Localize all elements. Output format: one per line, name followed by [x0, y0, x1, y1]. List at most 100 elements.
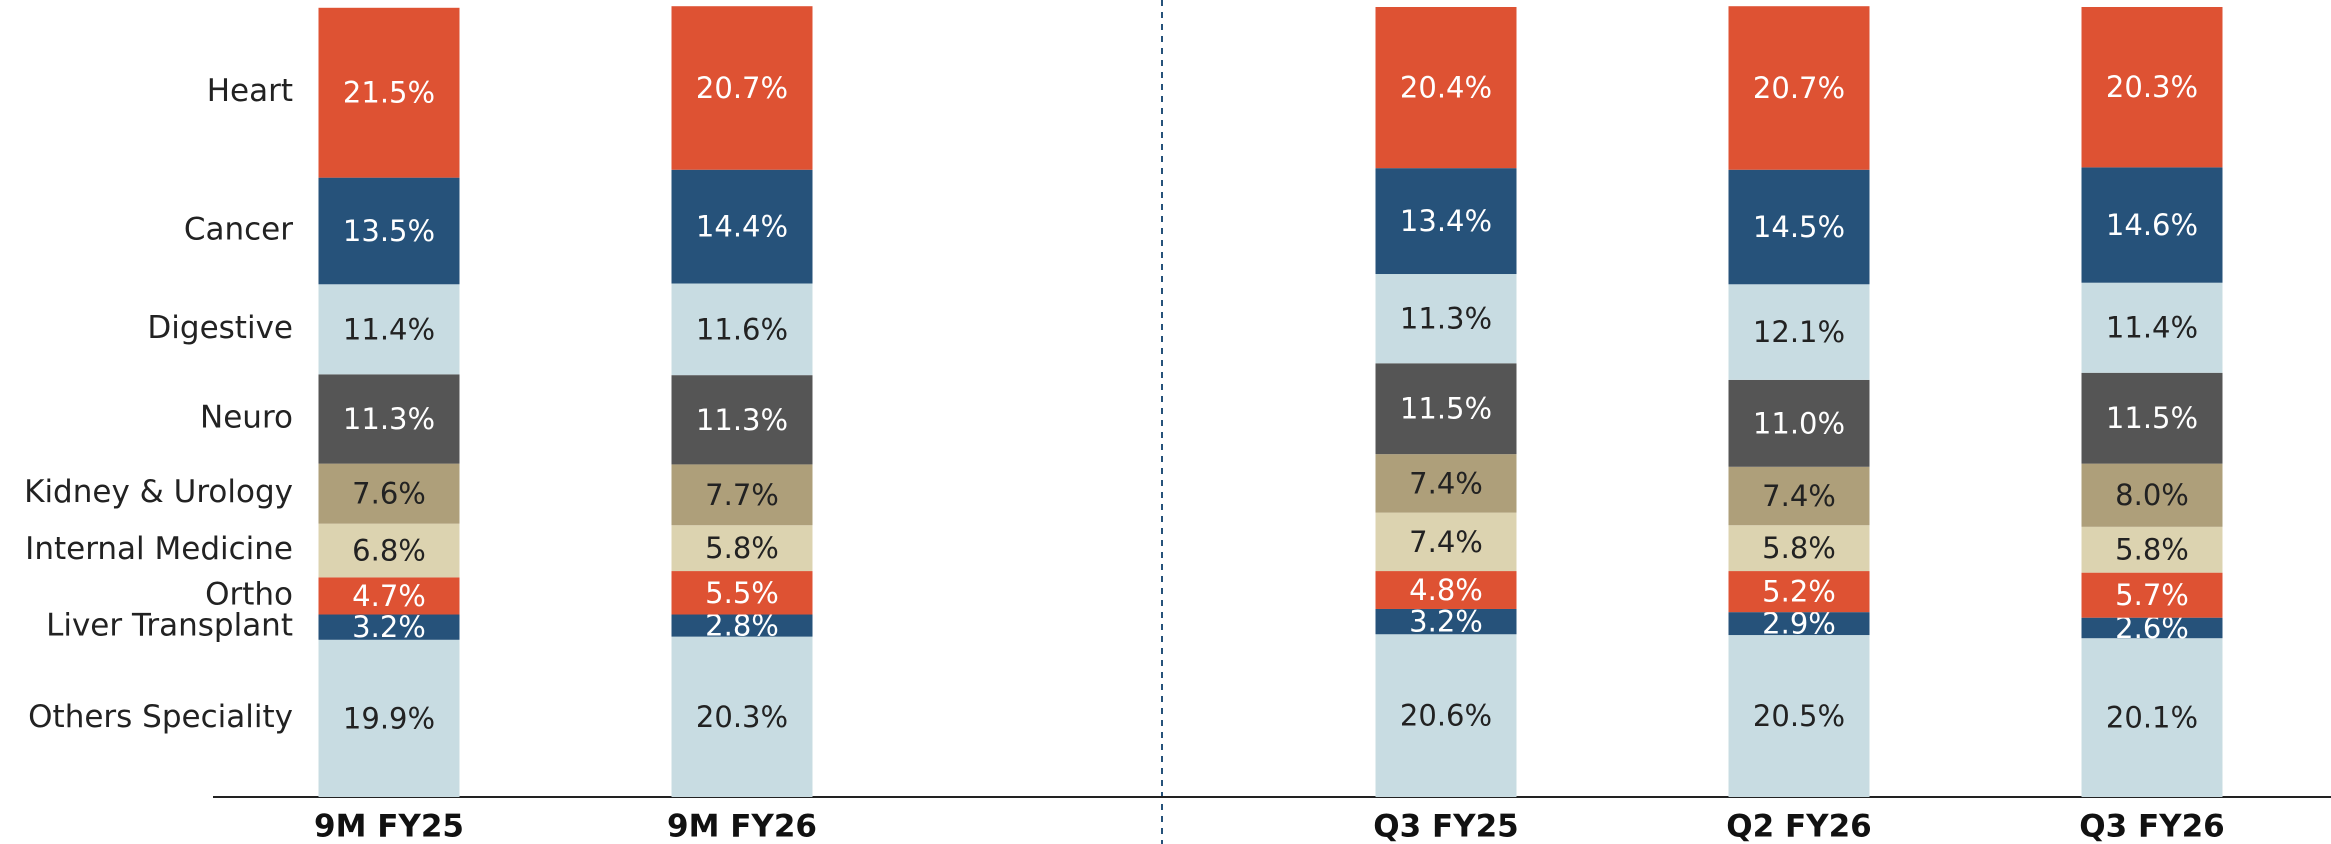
value-label: 13.5%: [343, 214, 435, 248]
bar-segment: [2081, 372, 2223, 464]
value-label: 11.3%: [696, 403, 788, 437]
value-label: 3.2%: [352, 610, 426, 644]
bar-segment: [2081, 638, 2223, 797]
bar-segment: [671, 6, 813, 170]
bar-segment: [1375, 363, 1517, 455]
value-label: 12.1%: [1753, 315, 1845, 349]
bar-segment: [671, 614, 813, 637]
bar-segment: [318, 639, 460, 797]
bar-segment: [1728, 571, 1870, 613]
value-label: 20.4%: [1400, 71, 1492, 105]
bar-segment: [1375, 512, 1517, 572]
series-label: Kidney & Urology: [24, 474, 293, 510]
value-label: 7.4%: [1409, 466, 1483, 500]
value-label: 14.6%: [2106, 208, 2198, 242]
bar-segment: [1375, 571, 1517, 609]
bar-segment: [318, 177, 460, 285]
value-label: 14.5%: [1753, 210, 1845, 244]
series-label: Neuro: [200, 399, 293, 435]
value-label: 5.7%: [2115, 578, 2189, 612]
series-label: Others Speciality: [28, 699, 293, 735]
bar-segment: [318, 463, 460, 524]
value-label: 7.4%: [1762, 479, 1836, 513]
series-label: Digestive: [147, 310, 293, 346]
bar-segment: [671, 283, 813, 376]
bar-segment: [1728, 6, 1870, 170]
bar-segment: [1375, 454, 1517, 513]
x-tick-label: 9M FY25: [314, 809, 464, 844]
bar-segment: [1728, 635, 1870, 797]
bar-segment: [1375, 168, 1517, 275]
value-label: 4.7%: [352, 579, 426, 613]
value-label: 5.8%: [1762, 531, 1836, 565]
x-tick-label: 9M FY26: [667, 809, 817, 844]
bar-segment: [1728, 612, 1870, 636]
value-label: 11.3%: [343, 402, 435, 436]
value-label: 20.5%: [1753, 699, 1845, 733]
value-label: 11.4%: [343, 312, 435, 346]
value-label: 4.8%: [1409, 573, 1483, 607]
value-label: 3.2%: [1409, 605, 1483, 639]
bar-segment: [671, 525, 813, 572]
bar-segment: [318, 577, 460, 615]
bar-segment: [318, 614, 460, 640]
bar-segment: [318, 523, 460, 578]
value-label: 5.8%: [2115, 533, 2189, 567]
bar-segment: [1728, 466, 1870, 526]
bar-segment: [2081, 282, 2223, 373]
bar-segment: [1375, 274, 1517, 364]
bar-segment: [1728, 379, 1870, 467]
bar-segment: [671, 375, 813, 465]
x-tick-label: Q2 FY26: [1726, 809, 1871, 844]
bar-segment: [2081, 526, 2223, 573]
value-label: 5.8%: [705, 531, 779, 565]
value-label: 19.9%: [343, 701, 435, 735]
value-label: 11.5%: [1400, 392, 1492, 426]
bar-segment: [2081, 572, 2223, 618]
value-label: 11.0%: [1753, 406, 1845, 440]
value-label: 7.7%: [705, 478, 779, 512]
value-label: 21.5%: [343, 76, 435, 110]
value-label: 5.2%: [1762, 575, 1836, 609]
value-label: 11.5%: [2106, 401, 2198, 435]
series-label: Heart: [207, 73, 293, 109]
value-label: 20.1%: [2106, 701, 2198, 735]
bar-segment: [671, 636, 813, 797]
x-tick-label: Q3 FY25: [1373, 809, 1518, 844]
series-label: Cancer: [184, 211, 293, 247]
bar-segment: [671, 169, 813, 284]
value-label: 20.3%: [2106, 70, 2198, 104]
series-label: Ortho: [205, 576, 293, 612]
value-label: 2.9%: [1762, 607, 1836, 641]
bar-segment: [318, 374, 460, 464]
bar-segment: [318, 284, 460, 375]
series-label: Internal Medicine: [25, 531, 293, 567]
bar-segment: [1375, 7, 1517, 169]
value-label: 7.6%: [352, 477, 426, 511]
bar-segment: [318, 7, 460, 178]
value-label: 20.7%: [1753, 71, 1845, 105]
bar-segment: [1728, 169, 1870, 285]
x-tick-label: Q3 FY26: [2079, 809, 2224, 844]
bar-segment: [671, 571, 813, 615]
bar-segment: [1728, 525, 1870, 572]
bar-segment: [1728, 284, 1870, 380]
value-label: 7.4%: [1409, 525, 1483, 559]
bar-segment: [1375, 634, 1517, 797]
value-label: 14.4%: [696, 210, 788, 244]
bar-segment: [671, 464, 813, 526]
value-label: 20.6%: [1400, 699, 1492, 733]
value-label: 11.4%: [2106, 311, 2198, 345]
series-label: Liver Transplant: [46, 608, 293, 644]
value-label: 6.8%: [352, 534, 426, 568]
value-label: 8.0%: [2115, 478, 2189, 512]
value-label: 20.3%: [696, 700, 788, 734]
bar-segment: [2081, 617, 2223, 639]
bar-segment: [1375, 608, 1517, 635]
value-label: 11.6%: [696, 312, 788, 346]
value-label: 11.3%: [1400, 302, 1492, 336]
value-label: 5.5%: [705, 576, 779, 610]
bar-segment: [2081, 7, 2223, 168]
bar-segment: [2081, 463, 2223, 527]
